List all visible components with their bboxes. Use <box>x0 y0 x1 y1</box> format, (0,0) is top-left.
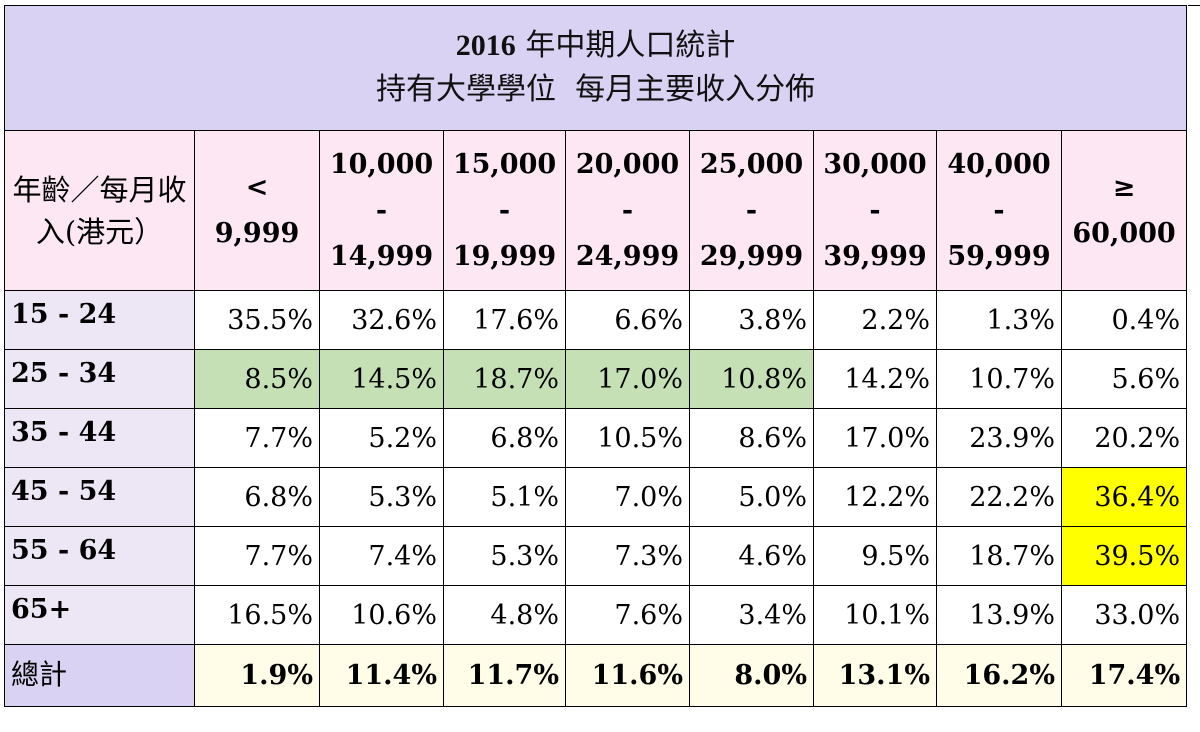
total-cell: 8.0% <box>689 644 814 707</box>
highlighted-cell: 18.7% <box>443 349 566 409</box>
row-label: 45 - 54 <box>4 467 195 527</box>
table-cell: 4.8% <box>443 585 566 645</box>
table-cell: 33.0% <box>1060 585 1188 645</box>
table-cell: 32.6% <box>319 290 444 350</box>
table-cell: 20.2% <box>1060 408 1188 468</box>
table-cell: 5.0% <box>689 467 814 527</box>
table-cell: 5.2% <box>319 408 444 468</box>
table-cell: 10.5% <box>565 408 690 468</box>
total-label: 總計 <box>4 644 195 707</box>
table-row: 55 - 64 7.7% 7.4% 5.3% 7.3% 4.6% 9.5% 18… <box>4 526 1188 586</box>
table-cell: 10.1% <box>813 585 937 645</box>
table-cell: 12.2% <box>813 467 937 527</box>
total-cell: 13.1% <box>813 644 937 707</box>
table-row: 65+ 16.5% 10.6% 4.8% 7.6% 3.4% 10.1% 13.… <box>4 585 1188 645</box>
row-label: 35 - 44 <box>4 408 195 468</box>
table-cell: 7.7% <box>194 526 320 586</box>
column-header: 30,000 - 39,999 <box>813 130 937 291</box>
row-label: 65+ <box>4 585 195 645</box>
table-row: 15 - 24 35.5% 32.6% 17.6% 6.6% 3.8% 2.2%… <box>4 290 1188 350</box>
divider <box>1188 5 1200 6</box>
table-cell: 6.6% <box>565 290 690 350</box>
table-cell: 7.6% <box>565 585 690 645</box>
header-row: 年齡／每月收入(港元） < 9,999 10,000 - 14,999 15,0… <box>4 130 1188 291</box>
table-cell: 3.4% <box>689 585 814 645</box>
table-cell: 9.5% <box>813 526 937 586</box>
table-cell: 7.3% <box>565 526 690 586</box>
corner-header: 年齡／每月收入(港元） <box>4 130 195 291</box>
table-cell: 1.3% <box>936 290 1062 350</box>
column-header: ≥ 60,000 <box>1060 130 1188 291</box>
total-cell: 11.6% <box>565 644 690 707</box>
table-cell: 0.4% <box>1060 290 1188 350</box>
table-title: 2016 年中期人口統計 持有大學學位 每月主要收入分佈 <box>3 5 1188 131</box>
table-cell: 4.6% <box>689 526 814 586</box>
total-cell: 17.4% <box>1060 644 1188 707</box>
table-cell: 10.6% <box>319 585 444 645</box>
table-cell: 3.8% <box>689 290 814 350</box>
table-cell: 7.0% <box>565 467 690 527</box>
title-line-2: 持有大學學位 每月主要收入分佈 <box>376 72 816 107</box>
highlighted-cell: 14.5% <box>319 349 444 409</box>
total-cell: 16.2% <box>936 644 1062 707</box>
table-cell: 18.7% <box>936 526 1062 586</box>
table-cell: 7.4% <box>319 526 444 586</box>
table-cell: 16.5% <box>194 585 320 645</box>
total-row: 總計 1.9% 11.4% 11.7% 11.6% 8.0% 13.1% 16.… <box>4 644 1188 707</box>
row-label: 55 - 64 <box>4 526 195 586</box>
column-header: 15,000 - 19,999 <box>443 130 566 291</box>
title-line-1: 2016 年中期人口統計 <box>11 24 1180 68</box>
table-cell: 5.6% <box>1060 349 1188 409</box>
column-header: < 9,999 <box>194 130 320 291</box>
table-cell: 13.9% <box>936 585 1062 645</box>
column-header: 20,000 - 24,999 <box>565 130 690 291</box>
highlighted-cell: 36.4% <box>1060 467 1188 527</box>
total-cell: 11.7% <box>443 644 566 707</box>
table-cell: 23.9% <box>936 408 1062 468</box>
table-cell: 6.8% <box>443 408 566 468</box>
total-cell: 11.4% <box>319 644 444 707</box>
table-row: 45 - 54 6.8% 5.3% 5.1% 7.0% 5.0% 12.2% 2… <box>4 467 1188 527</box>
table-cell: 14.2% <box>813 349 937 409</box>
table-cell: 17.6% <box>443 290 566 350</box>
table-cell: 35.5% <box>194 290 320 350</box>
table-cell: 17.0% <box>813 408 937 468</box>
table-cell: 10.7% <box>936 349 1062 409</box>
column-header: 10,000 - 14,999 <box>319 130 444 291</box>
row-label: 25 - 34 <box>4 349 195 409</box>
table-cell: 7.7% <box>194 408 320 468</box>
highlighted-cell: 39.5% <box>1060 526 1188 586</box>
table-cell: 5.3% <box>319 467 444 527</box>
table-cell: 8.6% <box>689 408 814 468</box>
table-cell: 5.1% <box>443 467 566 527</box>
table-cell: 2.2% <box>813 290 937 350</box>
title-text: 年中期人口統計 <box>515 28 736 63</box>
highlighted-cell: 17.0% <box>565 349 690 409</box>
column-header: 40,000 - 59,999 <box>936 130 1062 291</box>
table-cell: 6.8% <box>194 467 320 527</box>
income-distribution-table: 2016 年中期人口統計 持有大學學位 每月主要收入分佈 年齡／每月收入(港元）… <box>3 5 1188 707</box>
table-row: 25 - 34 8.5% 14.5% 18.7% 17.0% 10.8% 14.… <box>4 349 1188 409</box>
table-cell: 22.2% <box>936 467 1062 527</box>
total-cell: 1.9% <box>194 644 320 707</box>
row-label: 15 - 24 <box>4 290 195 350</box>
highlighted-cell: 10.8% <box>689 349 814 409</box>
table-cell: 5.3% <box>443 526 566 586</box>
column-header: 25,000 - 29,999 <box>689 130 814 291</box>
title-year: 2016 <box>455 29 516 62</box>
table-row: 35 - 44 7.7% 5.2% 6.8% 10.5% 8.6% 17.0% … <box>4 408 1188 468</box>
highlighted-cell: 8.5% <box>194 349 320 409</box>
